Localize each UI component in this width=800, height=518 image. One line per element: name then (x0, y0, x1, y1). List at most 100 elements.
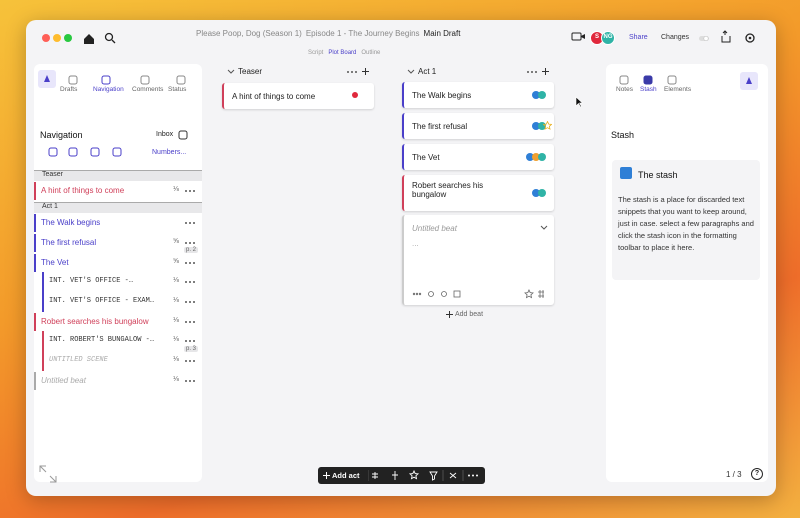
scene-row[interactable]: INT. VET'S OFFICE -… (49, 277, 134, 285)
tab-icon[interactable] (101, 75, 111, 85)
filter-icon[interactable] (48, 147, 58, 157)
panel-tab[interactable]: Navigation (93, 86, 124, 93)
more-icon[interactable] (184, 188, 196, 194)
filter-icon[interactable] (68, 147, 78, 157)
beat-card[interactable]: The Vet (402, 144, 554, 170)
breadcrumb-item[interactable]: Main Draft (423, 29, 461, 38)
view-tab[interactable]: Script (308, 50, 324, 56)
tab-icon[interactable] (619, 75, 629, 85)
scene-bar (42, 331, 44, 351)
inbox-icon[interactable] (178, 130, 188, 140)
changes-button[interactable]: Changes (661, 34, 690, 41)
beat-bar (34, 254, 36, 272)
more-icon[interactable] (184, 299, 196, 305)
panel-tab[interactable]: Elements (664, 86, 692, 93)
panel-tab[interactable]: Notes (616, 86, 633, 93)
numbers-button[interactable]: Numbers... (152, 149, 187, 156)
beat-row[interactable]: The first refusal (41, 238, 97, 247)
draft-body: ... (412, 239, 419, 248)
more-icon[interactable] (184, 378, 196, 384)
more-icon[interactable] (184, 240, 196, 246)
beat-bar (34, 234, 36, 252)
view-tab[interactable]: Plot Board (328, 50, 357, 56)
tab-icon[interactable] (643, 75, 653, 85)
tab-icon[interactable] (176, 75, 186, 85)
scene-row[interactable]: INT. VET'S OFFICE - EXAM… (49, 297, 155, 305)
card-title: The Walk begins (412, 91, 472, 100)
beat-bar (34, 214, 36, 232)
avatar[interactable]: NG (601, 31, 615, 45)
breadcrumb: Please Poop, Dog (Season 1) Episode 1 - T… (196, 29, 464, 38)
star-icon[interactable] (543, 121, 552, 130)
add-icon[interactable] (541, 67, 550, 76)
tab-icon[interactable] (68, 75, 78, 85)
filter-icon[interactable] (112, 147, 122, 157)
tag-dot (538, 91, 546, 99)
beat-card[interactable]: A hint of things to come (222, 83, 374, 109)
beat-card[interactable]: The first refusal (402, 113, 554, 139)
pin-tab[interactable] (38, 70, 56, 88)
collapse-icon[interactable] (407, 69, 415, 75)
view-tab[interactable]: Outline (361, 50, 381, 56)
fraction: ⅝ (173, 258, 179, 265)
fraction: ⅛ (173, 336, 179, 343)
app-window: Drafts Navigation Comments Status Navigation… (26, 20, 776, 496)
inbox-button[interactable]: Inbox (156, 131, 174, 138)
breadcrumb-item[interactable]: Episode 1 - The Journey Begins (305, 29, 420, 38)
more-icon[interactable] (184, 338, 196, 344)
panel-title: Navigation (40, 130, 83, 140)
beat-bar (34, 372, 36, 390)
more-icon[interactable] (184, 220, 196, 226)
panel-tab[interactable]: Drafts (60, 86, 78, 93)
add-icon[interactable] (361, 67, 370, 76)
add-act-button[interactable]: Add act (332, 471, 360, 480)
panel-tab[interactable]: Status (168, 86, 187, 93)
scene-bar (42, 292, 44, 312)
beat-row[interactable]: The Vet (41, 258, 69, 267)
more-icon[interactable] (526, 69, 538, 75)
card-title: Robert searches his bungalow (412, 181, 484, 199)
page-badge: p. 3 (184, 346, 199, 352)
beat-row[interactable]: Untitled beat (41, 376, 86, 385)
more-icon[interactable] (184, 319, 196, 325)
expand-icon[interactable] (36, 462, 66, 492)
beat-bar (34, 182, 36, 200)
tab-icon[interactable] (667, 75, 677, 85)
panel-tab[interactable]: Comments (132, 86, 164, 93)
add-icon[interactable] (322, 471, 331, 480)
add-beat-button[interactable]: Add beat (455, 311, 484, 318)
card-title: The first refusal (412, 122, 468, 131)
beat-card[interactable]: Robert searches his bungalow (402, 175, 554, 211)
breadcrumb-item[interactable]: Please Poop, Dog (Season 1) (196, 29, 302, 38)
collapse-icon[interactable] (227, 69, 235, 75)
fraction: ⅛ (173, 356, 179, 363)
toolbar-icons[interactable] (368, 470, 483, 481)
panel-tab[interactable]: Stash (640, 86, 657, 93)
section-header (34, 170, 202, 181)
tab-icon[interactable] (140, 75, 150, 85)
beat-row[interactable]: Robert searches his bungalow (41, 317, 149, 326)
more-icon[interactable] (184, 260, 196, 266)
more-icon[interactable] (346, 69, 358, 75)
page-badge: p. 2 (184, 247, 199, 253)
add-icon[interactable] (445, 310, 454, 319)
draft-card[interactable]: Untitled beat... (402, 215, 554, 305)
scene-row[interactable]: INT. ROBERT'S BUNGALOW -… (49, 336, 155, 344)
tag-dot (538, 153, 546, 161)
scene-row[interactable]: UNTITLED SCENE (49, 356, 108, 364)
draft-actions[interactable] (410, 289, 550, 299)
filter-icon[interactable] (90, 147, 100, 157)
more-icon[interactable] (184, 358, 196, 364)
pin-tab[interactable] (740, 72, 758, 90)
beat-card[interactable]: The Walk begins (402, 82, 554, 108)
share-button[interactable]: Share (629, 34, 648, 41)
beat-row[interactable]: A hint of things to come (41, 186, 125, 195)
more-icon[interactable] (184, 279, 196, 285)
collapse-icon[interactable] (540, 225, 548, 231)
toolbar: Add act (318, 467, 485, 484)
column-title: Act 1 (418, 67, 437, 76)
stash-text: The stash is a place for discarded text … (618, 195, 754, 252)
section-title: Teaser (42, 171, 64, 178)
help-button[interactable]: ? (751, 468, 763, 480)
beat-row[interactable]: The Walk begins (41, 218, 101, 227)
